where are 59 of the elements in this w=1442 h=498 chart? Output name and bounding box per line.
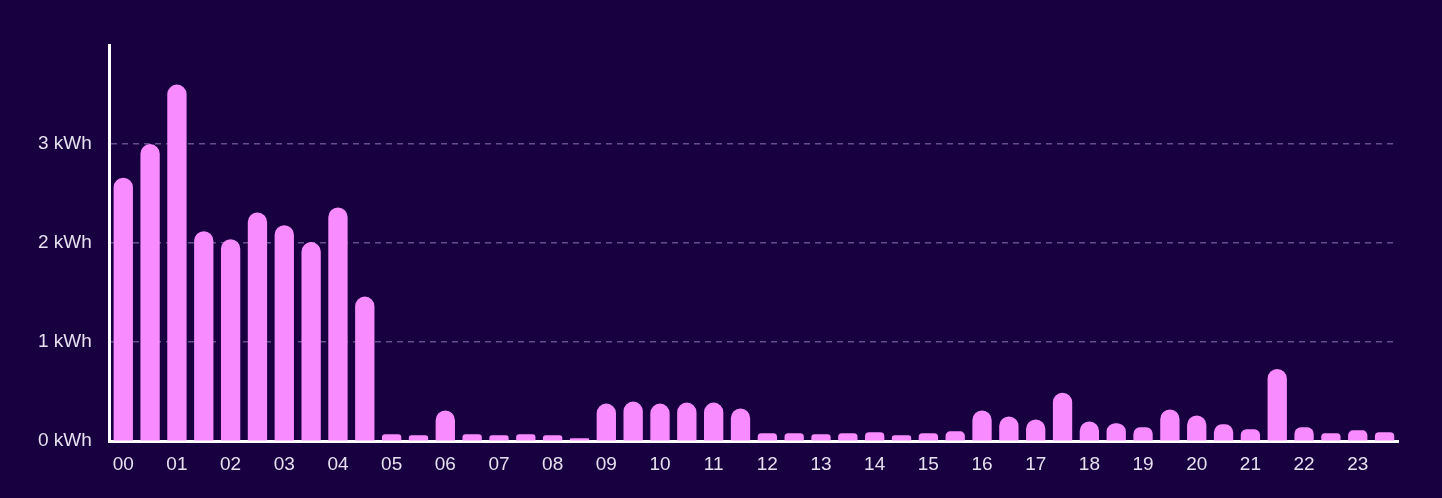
x-tick-label: 13 [810,452,832,474]
x-tick-label: 18 [1078,452,1100,474]
bar [784,433,804,441]
bar [328,207,348,441]
bar [623,401,643,441]
x-tick-label: 14 [864,452,886,474]
y-tick-label: 2 kWh [37,231,92,253]
bar [918,433,939,441]
bar [1321,433,1341,441]
bar [462,434,482,441]
bar [1267,368,1287,441]
x-tick-label: 19 [1132,452,1154,474]
x-tick-label: 01 [166,452,188,474]
x-tick-label: 06 [434,452,456,474]
bar [355,296,375,441]
x-tick-label: 00 [112,452,134,474]
bar [811,434,831,441]
x-tick-label: 23 [1347,452,1369,474]
y-tick-label: 0 kWh [37,429,92,451]
x-tick-label: 04 [327,452,349,474]
bar [489,435,509,441]
x-tick-label: 07 [488,452,510,474]
bar [194,231,214,441]
bar [381,434,402,441]
x-tick-label: 05 [381,452,403,474]
bar [274,225,294,441]
x-tick-label: 02 [220,452,242,474]
bar [677,402,697,441]
y-tick-label: 3 kWh [37,132,92,154]
x-tick-label: 08 [542,452,564,474]
bar [838,433,858,441]
y-tick-label: 1 kWh [37,330,92,352]
bar [596,403,616,441]
x-tick-label: 22 [1293,452,1315,474]
bar [301,242,321,441]
bar [408,435,429,441]
x-tick-label: 16 [971,452,993,474]
x-tick-label: 09 [595,452,617,474]
bar [891,435,912,441]
bar [1052,392,1073,441]
x-tick-label: 15 [917,452,939,474]
x-tick-label: 12 [756,452,778,474]
bar [113,177,133,441]
bar [140,144,160,441]
bar [542,435,563,441]
x-tick-label: 10 [649,452,671,474]
bar [650,403,670,441]
bar [247,212,268,441]
bar [757,433,777,441]
bar [704,402,724,441]
x-tick-label: 11 [703,452,724,474]
x-tick-label: 20 [1186,452,1208,474]
x-tick-label: 21 [1239,452,1261,474]
bar [516,434,536,441]
x-tick-label: 03 [273,452,295,474]
bar [220,239,241,441]
x-tick-label: 17 [1025,452,1047,474]
bar [569,438,590,441]
bar [167,84,187,441]
